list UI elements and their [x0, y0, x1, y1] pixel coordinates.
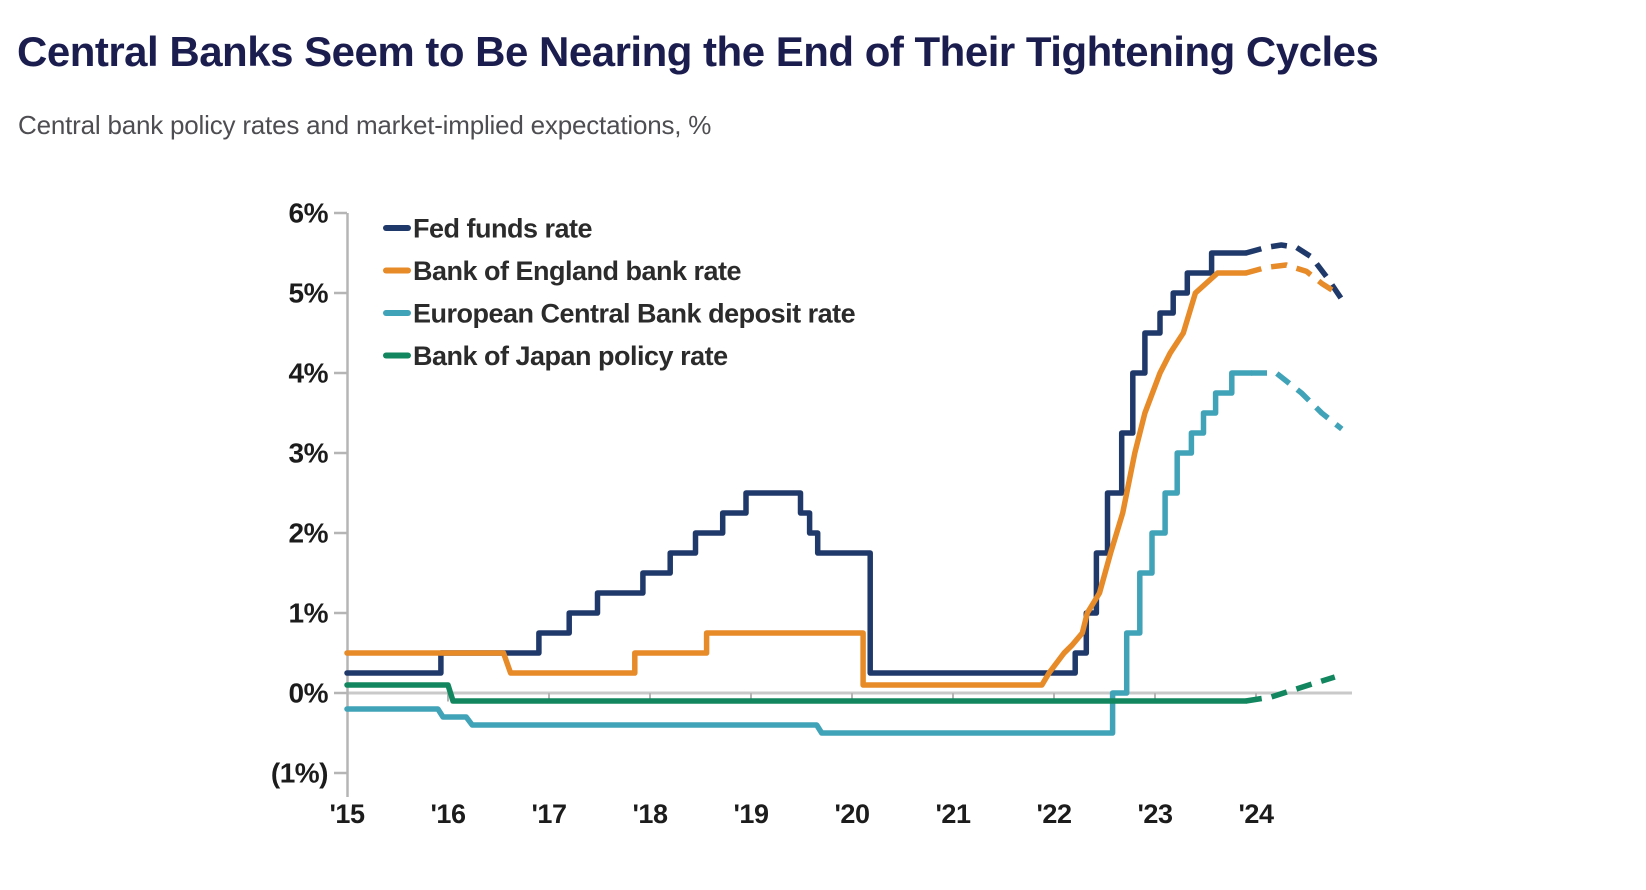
x-tick-label: '19: [734, 799, 769, 829]
x-tick-label: '16: [431, 799, 466, 829]
chart-subtitle: Central bank policy rates and market-imp…: [18, 110, 712, 140]
legend-label-fed-funds-rate: Fed funds rate: [413, 214, 593, 244]
series-line-fed-funds-rate: [344, 250, 1249, 676]
legend-label-european-central-bank-deposit-rate: European Central Bank deposit rate: [413, 299, 856, 329]
x-tick-label: '23: [1138, 799, 1173, 829]
series-line-bank-of-japan-policy-rate: [344, 682, 1249, 704]
x-tick-label: '15: [330, 799, 365, 829]
legend-label-bank-of-england-bank-rate: Bank of England bank rate: [413, 256, 742, 286]
series-forecast-dashed-european-central-bank-deposit-rate: [1251, 370, 1344, 432]
y-tick-label: (1%): [271, 758, 328, 789]
y-tick-label: 5%: [289, 278, 329, 309]
x-tick-label: '20: [835, 799, 870, 829]
y-tick-label: 2%: [289, 518, 329, 549]
series-forecast-dashed-bank-of-england-bank-rate: [1245, 262, 1339, 296]
x-tick-label: '22: [1037, 799, 1072, 829]
legend-label-bank-of-japan-policy-rate: Bank of Japan policy rate: [413, 341, 728, 371]
series-line-european-central-bank-deposit-rate: [344, 370, 1254, 736]
x-tick-label: '18: [633, 799, 668, 829]
y-tick-label: 0%: [289, 678, 329, 709]
x-tick-label: '17: [532, 799, 567, 829]
y-tick-label: 4%: [289, 358, 329, 389]
series-forecast-dashed-fed-funds-rate: [1245, 242, 1346, 303]
series-forecast-dashed-bank-of-japan-policy-rate: [1245, 674, 1336, 704]
y-tick-label: 1%: [289, 598, 329, 629]
x-tick-label: '24: [1239, 799, 1274, 829]
chart-title: Central Banks Seem to Be Nearing the End…: [17, 28, 1379, 75]
y-tick-label: 6%: [289, 198, 329, 229]
series-line-bank-of-england-bank-rate: [344, 270, 1249, 688]
y-tick-label: 3%: [289, 438, 329, 469]
x-tick-label: '21: [936, 799, 971, 829]
